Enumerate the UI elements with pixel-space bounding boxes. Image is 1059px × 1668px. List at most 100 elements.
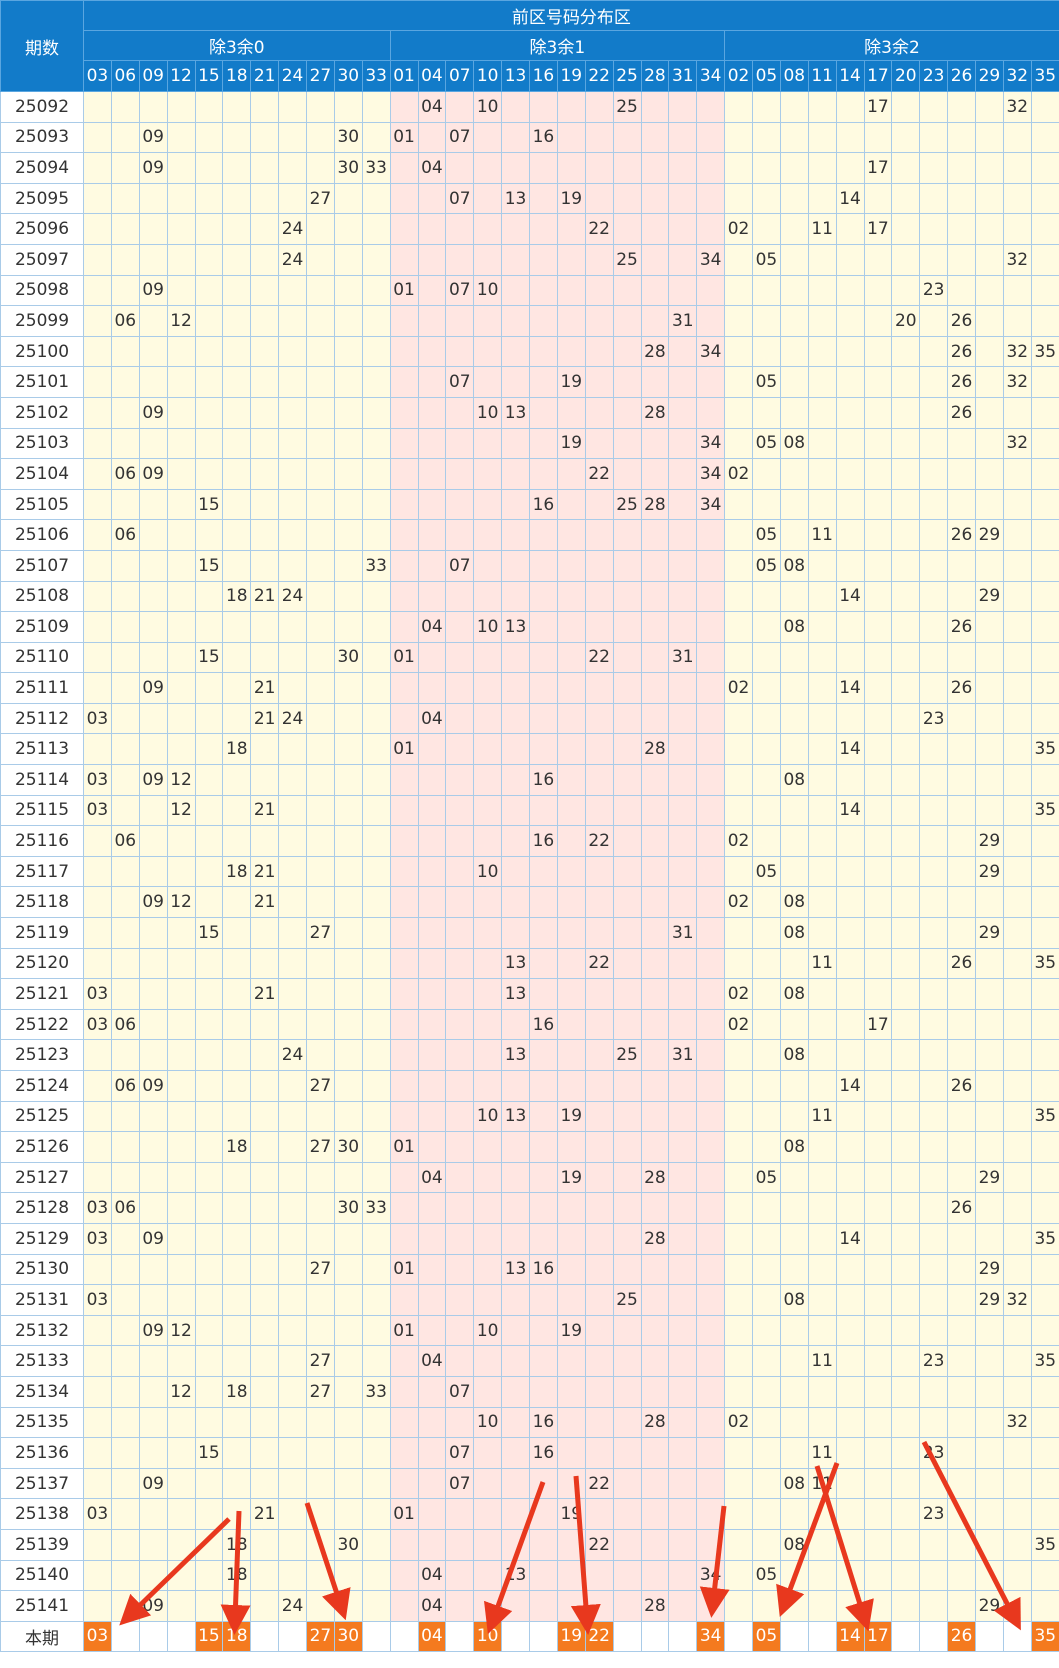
empty-cell: [250, 366, 280, 398]
empty-cell: [417, 243, 447, 276]
empty-cell: [501, 702, 530, 735]
empty-cell: [724, 1620, 753, 1653]
selected-number[interactable]: 03: [83, 1620, 112, 1653]
empty-cell: [835, 458, 865, 490]
empty-cell: [612, 1345, 642, 1377]
selected-number[interactable]: 18: [222, 1620, 252, 1653]
column-label: 14: [835, 60, 865, 92]
drawn-number: 08: [779, 886, 809, 919]
empty-cell: [807, 1375, 837, 1408]
period-row: 25118 09 12 21 02 08: [0, 886, 1059, 919]
empty-cell: [529, 1528, 558, 1561]
drawn-number: 22: [584, 641, 614, 674]
empty-cell: [83, 611, 112, 643]
empty-cell: [807, 305, 837, 337]
empty-cell: [584, 1590, 614, 1622]
selected-number[interactable]: 30: [333, 1620, 363, 1653]
empty-cell: [278, 1070, 307, 1102]
empty-cell: [640, 672, 670, 704]
empty-cell: [83, 825, 112, 857]
drawn-number: 30: [333, 121, 363, 154]
empty-cell: [222, 1161, 252, 1194]
selected-number[interactable]: 27: [306, 1620, 335, 1653]
empty-cell: [529, 1192, 558, 1224]
selected-number[interactable]: 14: [835, 1620, 865, 1653]
empty-cell: [668, 182, 698, 215]
empty-cell: [696, 1131, 726, 1163]
empty-cell: [752, 611, 781, 643]
drawn-number: 24: [278, 1039, 307, 1071]
empty-cell: [584, 1100, 614, 1133]
selected-number[interactable]: 10: [473, 1620, 503, 1653]
empty-cell: [584, 672, 614, 704]
empty-cell: [306, 1039, 335, 1071]
empty-cell: [166, 580, 196, 613]
drawn-number: 14: [835, 672, 865, 704]
empty-cell: [306, 855, 335, 888]
empty-cell: [138, 488, 168, 521]
empty-cell: [752, 1222, 781, 1255]
empty-cell: [278, 335, 307, 368]
period-row: 25106 06 05 11 26 29: [0, 519, 1059, 551]
empty-cell: [835, 917, 865, 949]
empty-cell: [83, 1039, 112, 1071]
empty-cell: [445, 702, 475, 735]
empty-cell: [975, 1528, 1004, 1561]
empty-cell: [975, 733, 1004, 766]
empty-cell: [445, 580, 475, 613]
drawn-number: 07: [445, 1437, 475, 1469]
empty-cell: [333, 764, 363, 796]
selected-number[interactable]: 15: [194, 1620, 224, 1653]
empty-cell: [752, 1131, 781, 1163]
drawn-number: 13: [501, 611, 530, 643]
selected-number[interactable]: 22: [584, 1620, 614, 1653]
empty-cell: [975, 886, 1004, 919]
empty-cell: [584, 366, 614, 398]
empty-cell: [166, 1406, 196, 1439]
selected-number[interactable]: 34: [696, 1620, 726, 1653]
drawn-number: 11: [807, 213, 837, 245]
empty-cell: [222, 427, 252, 460]
empty-cell: [194, 1222, 224, 1255]
empty-cell: [975, 764, 1004, 796]
empty-cell: [501, 427, 530, 460]
empty-cell: [891, 427, 921, 460]
empty-cell: [891, 1437, 921, 1469]
empty-cell: [501, 519, 530, 551]
empty-cell: [919, 427, 949, 460]
empty-cell: [724, 1039, 753, 1071]
empty-cell: [556, 152, 586, 184]
drawn-number: 35: [1030, 794, 1059, 827]
selected-number[interactable]: 26: [947, 1620, 976, 1653]
empty-cell: [194, 1253, 224, 1286]
drawn-number: 08: [779, 427, 809, 460]
empty-cell: [696, 672, 726, 704]
empty-cell: [1002, 519, 1032, 551]
selected-number[interactable]: 35: [1030, 1620, 1059, 1653]
selected-number[interactable]: 04: [417, 1620, 447, 1653]
drawn-number: 32: [1002, 1406, 1032, 1439]
period: 25136: [0, 1437, 84, 1469]
empty-cell: [835, 1437, 865, 1469]
empty-cell: [417, 182, 447, 215]
drawn-number: 28: [640, 1406, 670, 1439]
empty-cell: [389, 1406, 419, 1439]
empty-cell: [612, 1070, 642, 1102]
empty-cell: [222, 702, 252, 735]
empty-cell: [947, 274, 976, 307]
empty-cell: [779, 702, 809, 735]
empty-cell: [250, 1039, 280, 1071]
selected-number[interactable]: 19: [556, 1620, 586, 1653]
current-row: 本期 03 15 18 27 30 04 10 19 22 34 05 14 17 26 35: [0, 1620, 1059, 1653]
empty-cell: [389, 1100, 419, 1133]
empty-cell: [194, 1406, 224, 1439]
empty-cell: [947, 1467, 976, 1500]
selected-number[interactable]: 05: [752, 1620, 781, 1653]
selected-number[interactable]: 17: [863, 1620, 893, 1653]
empty-cell: [250, 1192, 280, 1224]
drawn-number: 18: [222, 580, 252, 613]
empty-cell: [807, 1131, 837, 1163]
drawn-number: 04: [417, 702, 447, 735]
empty-cell: [445, 1222, 475, 1255]
empty-cell: [250, 764, 280, 796]
